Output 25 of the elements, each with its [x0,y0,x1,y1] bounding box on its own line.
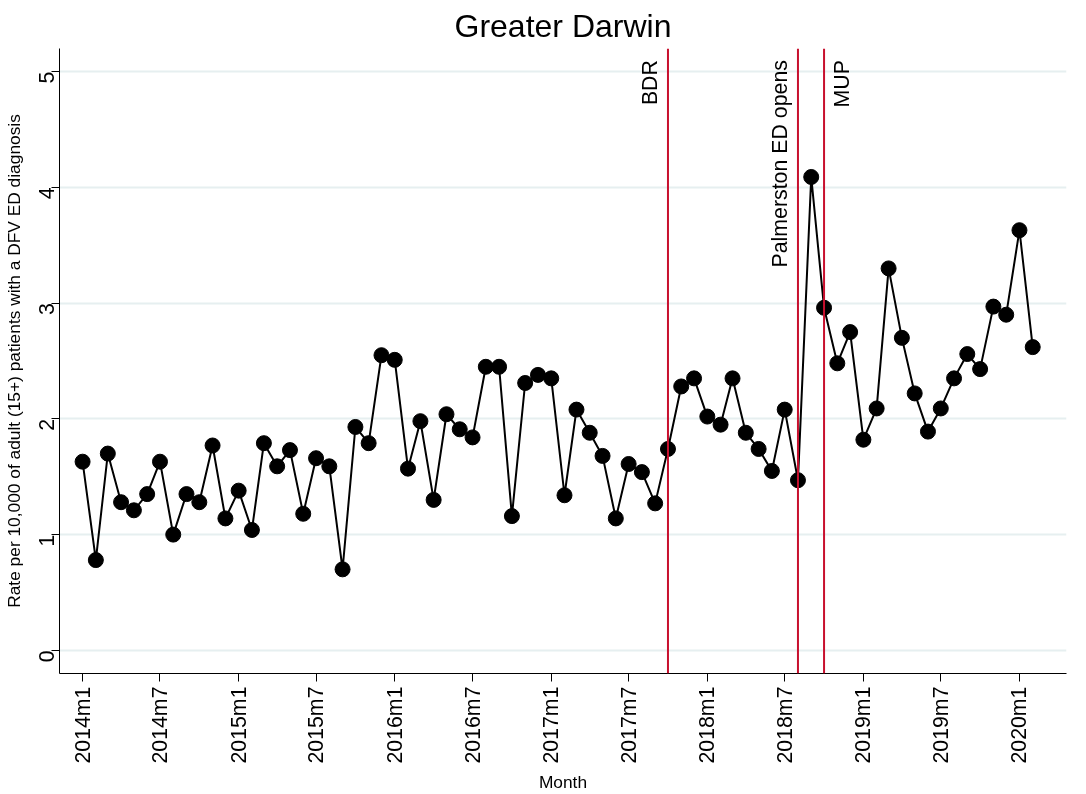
y-tick-label: 4 [35,187,59,200]
ref-line-label: BDR [637,60,662,106]
x-tick-label: 2020m1 [1007,686,1032,764]
x-tick-label: 2016m1 [382,686,407,764]
x-tick-label: 2018m7 [772,686,797,764]
x-tick-label: 2017m7 [616,686,641,764]
chart-title: Greater Darwin [454,7,672,44]
y-tick-label: 1 [35,534,59,547]
y-axis-title: Rate per 10,000 of adult (15+) patients with a DFV ED diagnosis [3,113,24,608]
ref-line-label: Palmerston ED opens [767,60,792,268]
x-tick-label: 2015m1 [226,686,251,764]
y-tick-label: 0 [35,650,59,663]
x-tick-label: 2015m7 [304,686,329,764]
y-tick-label: 5 [35,71,59,84]
x-tick-label: 2019m7 [928,686,953,764]
x-tick-label: 2019m1 [851,686,876,764]
x-tick-label: 2014m7 [147,686,172,764]
x-tick-label: 2017m1 [539,686,564,764]
ref-line-label: MUP [830,60,855,108]
y-tick-label: 3 [35,303,59,315]
x-tick-label: 2018m1 [695,686,720,764]
x-tick-label: 2016m7 [460,686,485,764]
x-axis-title: Month [538,771,588,792]
x-tick-label: 2014m1 [70,686,95,764]
y-tick-label: 2 [35,418,59,431]
